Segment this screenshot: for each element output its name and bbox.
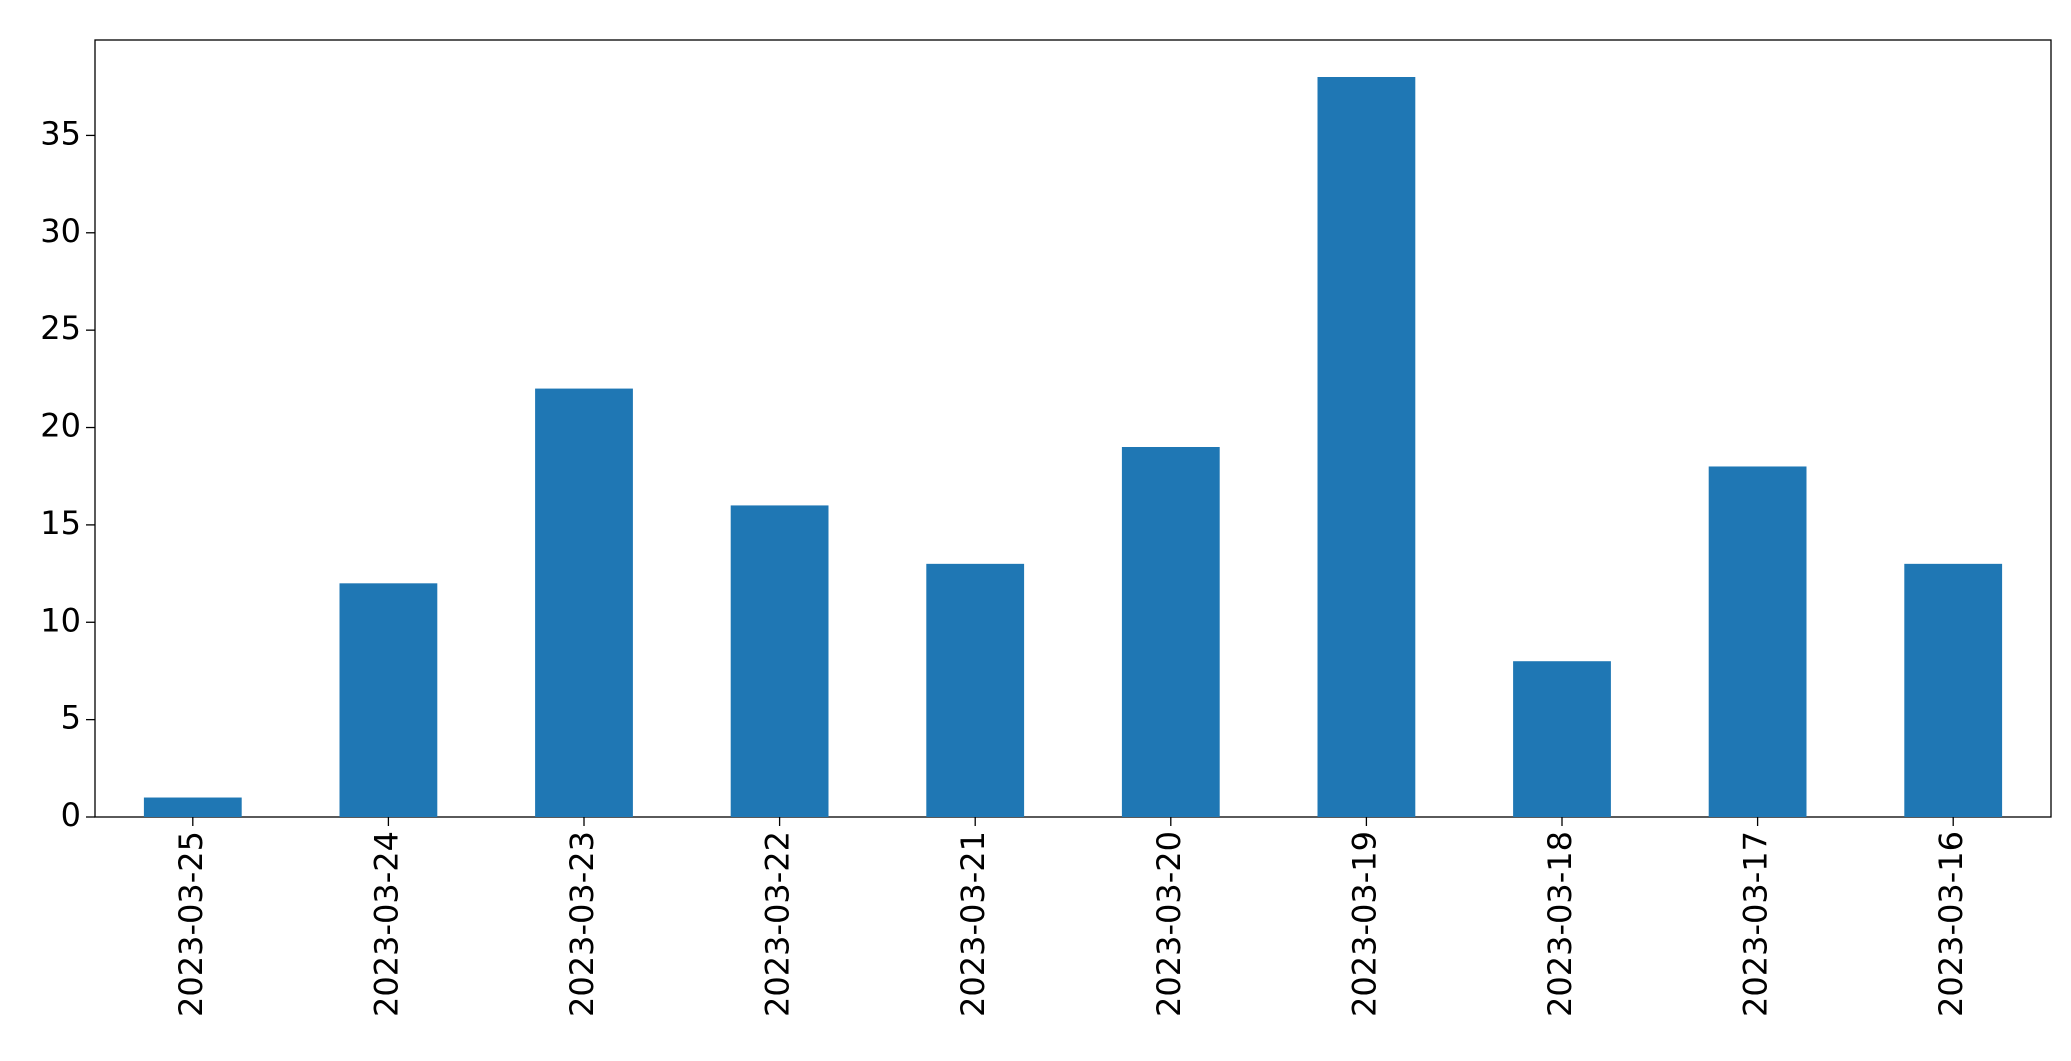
x-tick-label: 2023-03-20 [1150, 831, 1188, 1017]
bar [1513, 661, 1611, 817]
bar [339, 583, 438, 817]
bar [926, 563, 1025, 817]
bar [143, 797, 242, 817]
bar [1317, 77, 1416, 817]
x-tick-label: 2023-03-23 [563, 831, 601, 1017]
bar [1121, 447, 1220, 817]
x-tick-label: 2023-03-17 [1737, 831, 1775, 1017]
plot-frame [94, 39, 2052, 818]
x-tick-label: 2023-03-18 [1541, 831, 1579, 1017]
x-tick-label: 2023-03-25 [172, 831, 210, 1017]
x-tick-label: 2023-03-22 [759, 831, 797, 1017]
x-tick-label: 2023-03-21 [954, 831, 992, 1017]
y-tick-label: 30 [40, 212, 81, 250]
y-tick-label: 5 [61, 699, 81, 737]
y-tick-label: 25 [40, 309, 81, 347]
y-tick-label: 0 [61, 796, 81, 834]
bar [1904, 563, 2003, 817]
y-tick-label: 15 [40, 504, 81, 542]
x-tick-label: 2023-03-16 [1932, 831, 1970, 1017]
bar [535, 388, 633, 817]
y-tick-label: 10 [40, 601, 81, 639]
x-tick-label: 2023-03-19 [1345, 831, 1383, 1017]
bar [730, 505, 829, 817]
y-tick-label: 35 [40, 114, 81, 152]
y-tick-label: 20 [40, 407, 81, 445]
bar [1708, 466, 1807, 817]
x-tick-label: 2023-03-24 [367, 831, 405, 1017]
